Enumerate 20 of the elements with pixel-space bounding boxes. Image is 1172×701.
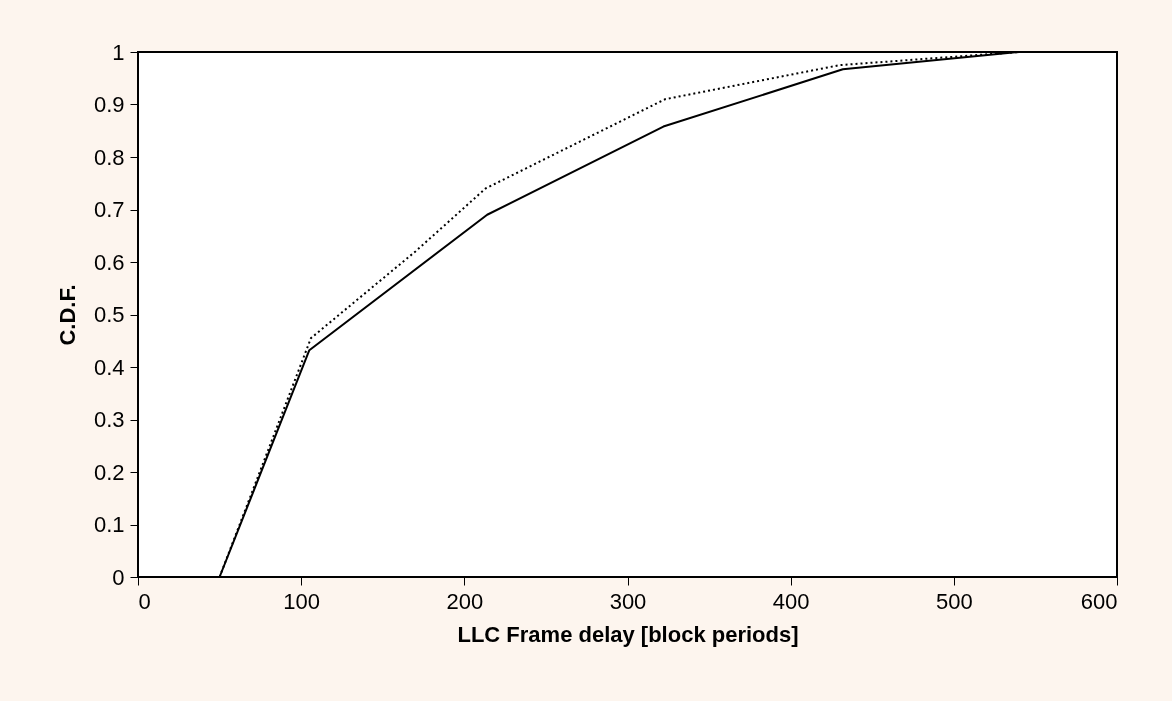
- x-tick-label: 200: [446, 588, 484, 614]
- x-tick-label: 500: [935, 588, 973, 614]
- y-axis-title: C.D.F.: [54, 284, 80, 346]
- x-tick-label: 600: [1080, 588, 1118, 614]
- y-tick-label: 0.8: [93, 144, 125, 170]
- y-tick-label: 0.2: [93, 459, 125, 485]
- x-tick-label: 0: [138, 588, 151, 614]
- y-tick-label: 0.7: [93, 197, 125, 222]
- y-tick-label: 0: [112, 564, 125, 590]
- y-tick-label: 0.5: [93, 302, 125, 327]
- y-tick-label: 1: [112, 39, 125, 65]
- y-tick-label: 0.6: [93, 249, 125, 275]
- x-axis-title: LLC Frame delay [block periods]: [457, 621, 799, 647]
- y-tick-label: 0.1: [93, 512, 125, 537]
- x-tick-label: 300: [609, 588, 647, 614]
- x-tick-label: 400: [772, 588, 810, 614]
- y-tick-label: 0.3: [93, 407, 125, 432]
- y-tick-label: 0.4: [93, 354, 125, 380]
- y-tick-label: 0.9: [93, 92, 125, 117]
- x-tick-label: 100: [283, 588, 321, 614]
